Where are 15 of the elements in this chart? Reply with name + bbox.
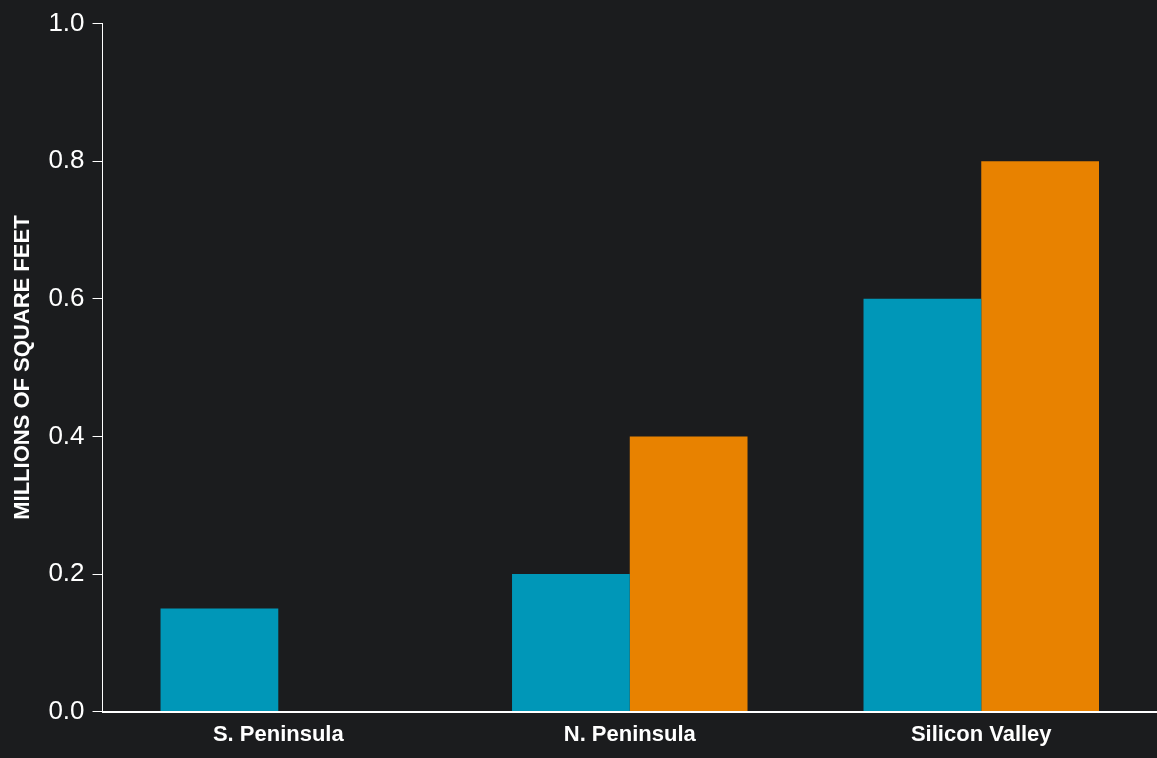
bar xyxy=(512,574,630,712)
y-tick-label: 1.0 xyxy=(48,6,85,37)
y-tick-label: 0.8 xyxy=(48,144,85,175)
bar xyxy=(863,298,982,712)
bar xyxy=(981,161,1100,712)
y-tick-label: 0.6 xyxy=(48,281,85,312)
y-tick-label: 0.2 xyxy=(48,557,85,588)
y-axis-title: MILLIONS OF SQUARE FEET xyxy=(9,214,35,520)
y-tick-label: 0.0 xyxy=(48,694,85,725)
x-tick-label: S. Peninsula xyxy=(212,720,345,746)
y-tick-label: 0.4 xyxy=(48,419,85,450)
x-tick-label: N. Peninsula xyxy=(563,720,697,746)
bar xyxy=(629,436,748,712)
x-tick-label: Silicon Valley xyxy=(910,720,1053,746)
bar xyxy=(160,608,279,712)
